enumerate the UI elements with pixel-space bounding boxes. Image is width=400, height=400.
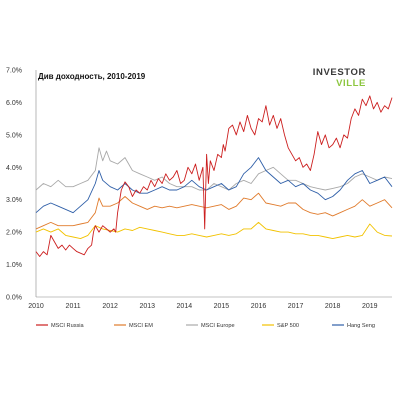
y-tick-label: 2.0% (6, 230, 22, 237)
x-tick-label: 2018 (325, 303, 341, 310)
x-tick-label: 2017 (288, 303, 304, 310)
x-tick-label: 2012 (102, 303, 118, 310)
y-tick-label: 4.0% (6, 165, 22, 172)
legend-label: MSCI EM (129, 323, 153, 329)
x-tick-label: 2010 (28, 303, 44, 310)
series-line-msci-russia (35, 95, 393, 257)
y-tick-label: 5.0% (6, 132, 22, 139)
legend-label: MSCI Europe (201, 323, 235, 329)
chart-title: Див доходность, 2010-2019 (38, 72, 146, 81)
x-tick-labels: 2010 2011 2012 2013 2014 2015 2016 2017 2018 2019 (28, 303, 377, 310)
y-tick-label: 0.0% (6, 295, 22, 302)
y-tick-labels: 0.0% 1.0% 2.0% 3.0% 4.0% 5.0% 6.0% 7.0% (6, 68, 22, 302)
legend-item: MSCI Russia (36, 323, 85, 329)
y-tick-label: 1.0% (6, 262, 22, 269)
series-lines (35, 95, 393, 257)
y-tick-label: 7.0% (6, 68, 22, 75)
series-line-msci-em (35, 192, 393, 230)
x-tick-label: 2014 (177, 303, 193, 310)
legend-item: MSCI Europe (186, 323, 235, 329)
legend-label: MSCI Russia (51, 323, 85, 329)
x-tick-label: 2015 (214, 303, 230, 310)
x-tick-label: 2013 (139, 303, 155, 310)
legend-item: MSCI EM (114, 323, 153, 329)
chart-legend: MSCI Russia MSCI EM MSCI Europe S&P 500 Hang… (36, 323, 375, 329)
legend-label: S&P 500 (277, 323, 299, 329)
legend-item: S&P 500 (262, 323, 299, 329)
legend-label: Hang Seng (347, 323, 375, 329)
series-line-hang-seng (35, 157, 393, 214)
x-tick-label: 2019 (362, 303, 378, 310)
x-tick-label: 2011 (66, 303, 81, 310)
y-tick-label: 3.0% (6, 197, 22, 204)
series-line-s-p-500 (35, 221, 393, 240)
y-tick-label: 6.0% (6, 100, 22, 107)
logo-word-ville: VILLE (336, 78, 366, 89)
x-tick-label: 2016 (251, 303, 267, 310)
legend-item: Hang Seng (332, 323, 375, 329)
plot-area: 0.0%1.0%2.0%3.0%4.0%5.0%6.0%7.0% 2010 201… (6, 68, 393, 310)
logo-word-investor: INVESTOR (313, 67, 366, 78)
brand-logo: INVESTOR VILLE (313, 67, 366, 89)
